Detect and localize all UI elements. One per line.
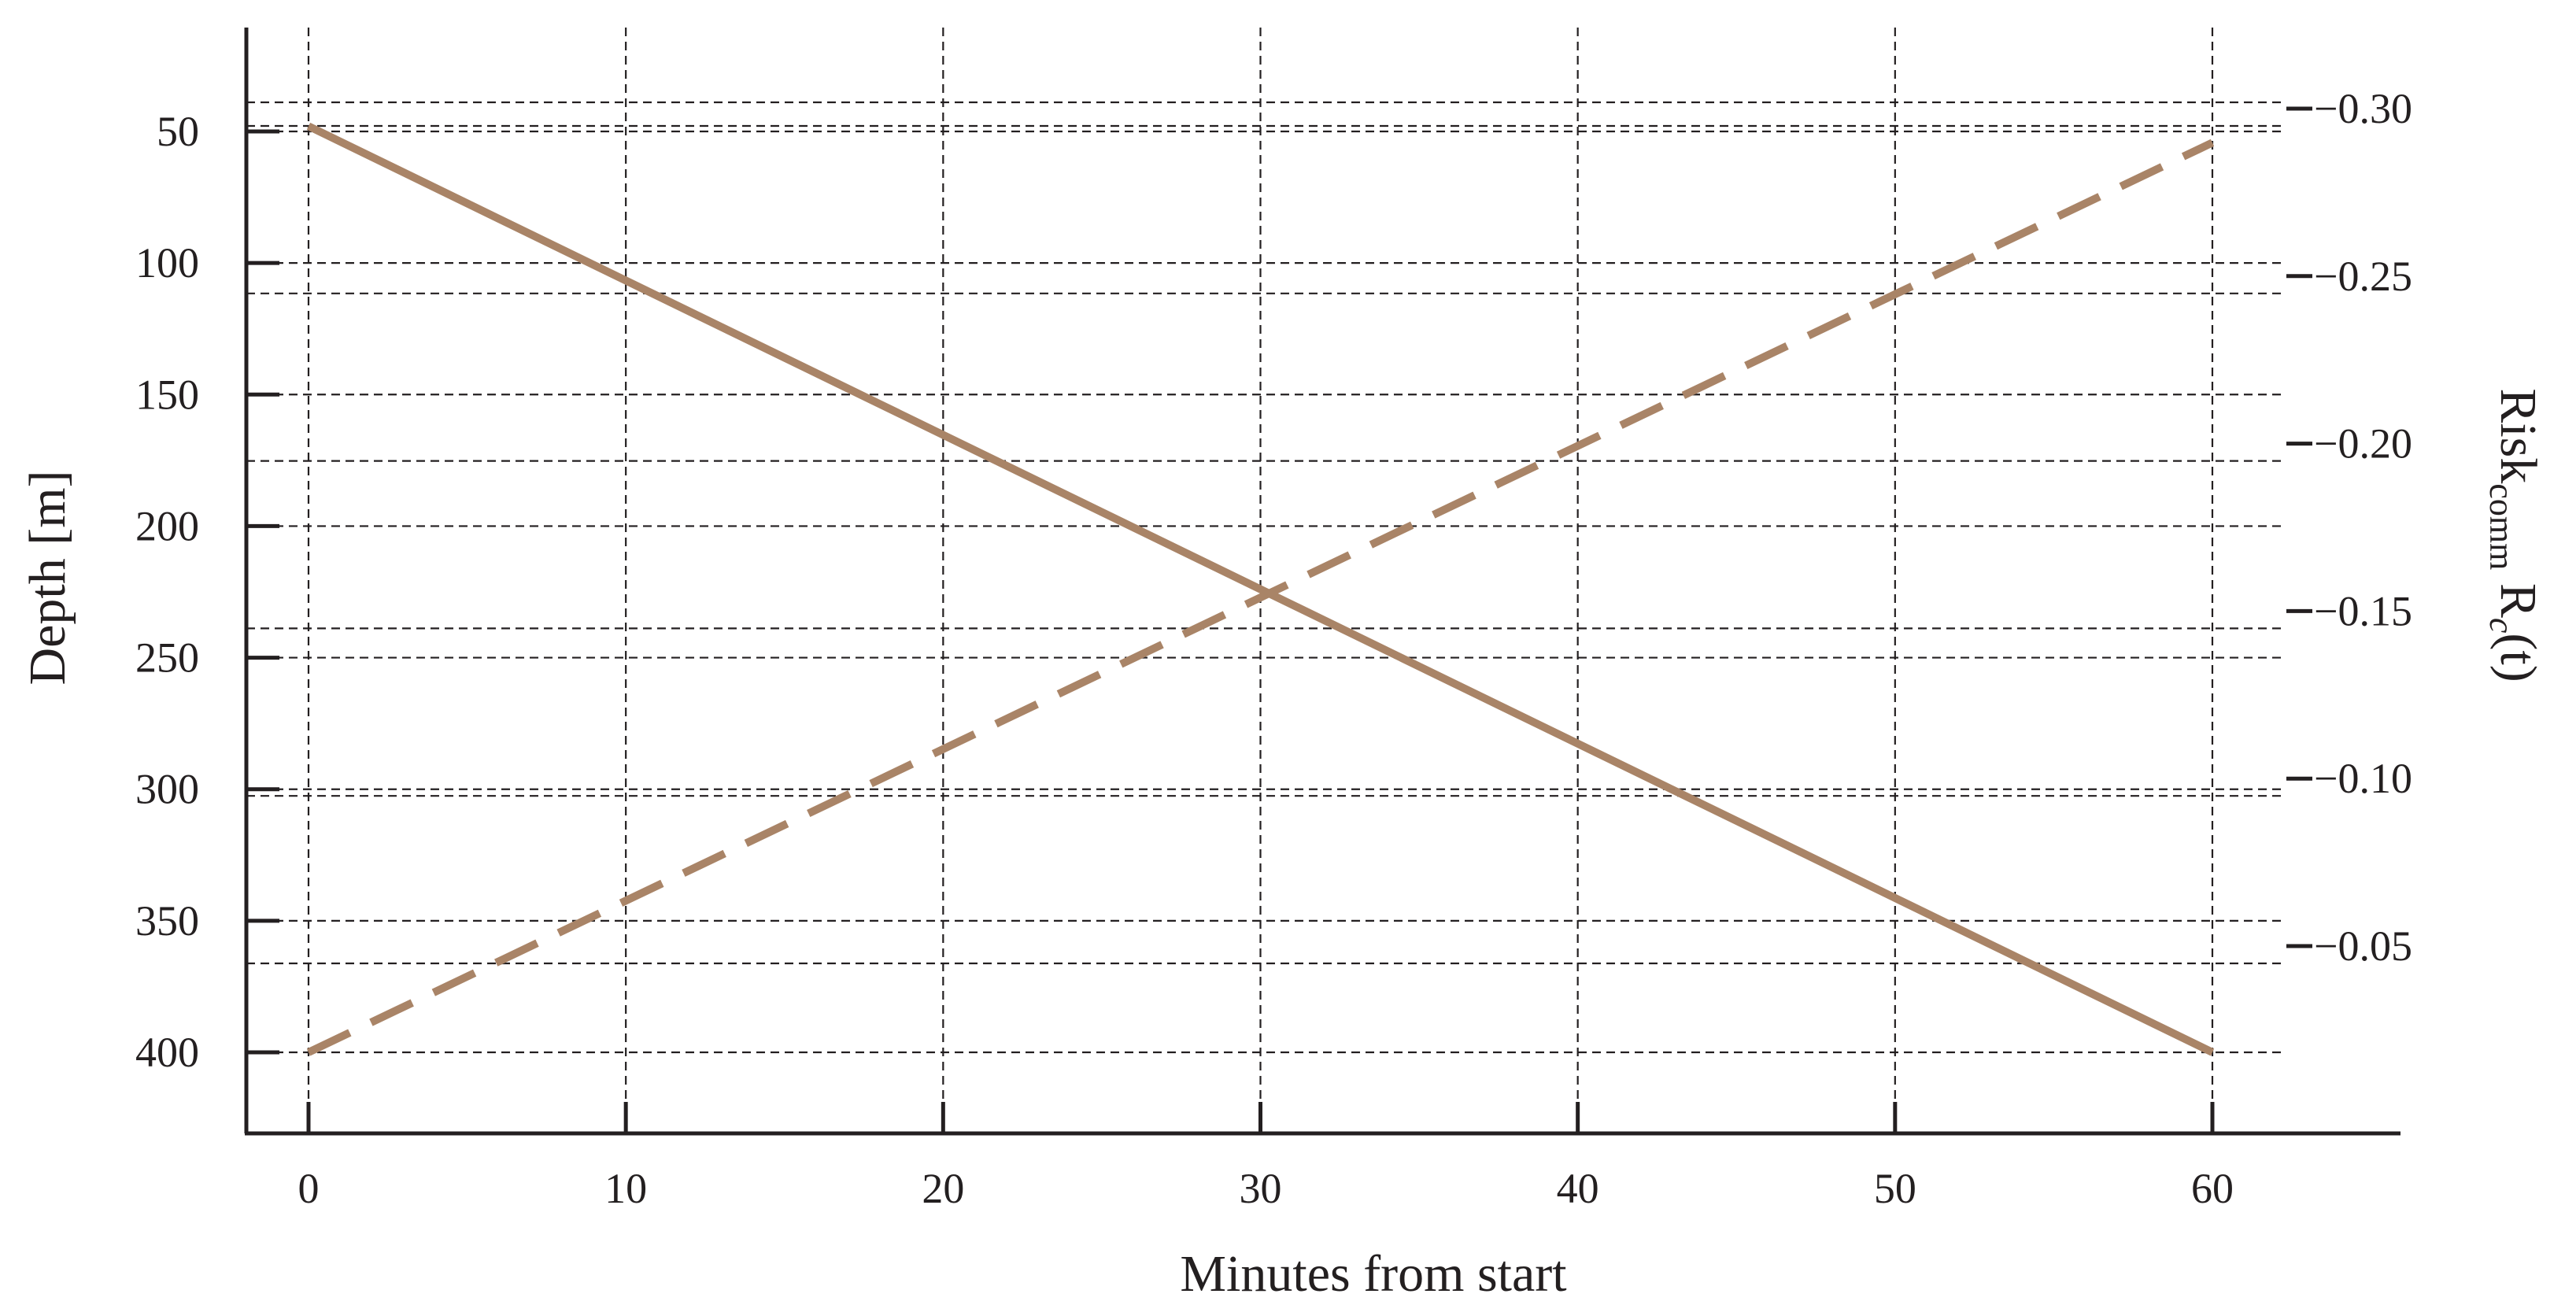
y-right-tick-label--0.15: −0.15: [2314, 587, 2412, 634]
y-right-title-tail-a: R: [2489, 570, 2547, 618]
axis-layer: [244, 28, 2400, 1136]
y-left-tick-label-400: 400: [135, 1029, 199, 1076]
y-left-tick-label-150: 150: [135, 371, 199, 418]
y-axis-right-title: Riskcomm Rc(t): [2482, 388, 2547, 682]
label-layer: 0 10 20 30 40 50 60 50 100 150 200 250 300 350 400 −0.3…: [135, 85, 2412, 1212]
y-right-tick-label--0.05: −0.05: [2314, 922, 2412, 970]
x-tick-label-10: 10: [604, 1165, 647, 1212]
x-axis-title: Minutes from start: [1180, 1245, 1566, 1303]
y-right-tick-label--0.1: −0.10: [2314, 755, 2412, 802]
y-left-tick-label-200: 200: [135, 502, 199, 549]
y-left-tick-label-250: 250: [135, 634, 199, 682]
y-right-title-tail-b: (t): [2489, 633, 2547, 682]
series-layer: [306, 122, 2215, 1056]
y-right-tick-label--0.2: −0.20: [2314, 420, 2412, 468]
y-left-tick-label-100: 100: [135, 239, 199, 286]
x-tick-label-30: 30: [1240, 1165, 1282, 1212]
x-tick-label-60: 60: [2191, 1165, 2234, 1212]
series-line-depth: [306, 122, 2215, 1056]
grid-layer: [246, 28, 2286, 1133]
y-left-tick-label-350: 350: [135, 897, 199, 944]
y-right-title-main: Risk: [2489, 388, 2547, 483]
y-right-tick-label--0.25: −0.25: [2314, 253, 2412, 300]
y-left-tick-label-300: 300: [135, 766, 199, 813]
x-tick-label-50: 50: [1874, 1165, 1916, 1212]
y-right-title-sub: comm: [2482, 483, 2521, 570]
x-tick-label-20: 20: [922, 1165, 964, 1212]
y-right-tick-label--0.3: −0.30: [2314, 85, 2412, 132]
y-left-tick-label-50: 50: [157, 108, 199, 155]
y-right-title-sub2: c: [2482, 618, 2521, 634]
y-axis-left-title: Depth [m]: [19, 470, 76, 685]
x-tick-label-40: 40: [1557, 1165, 1599, 1212]
x-tick-label-0: 0: [298, 1165, 320, 1212]
series-line-risk: [306, 139, 2215, 1056]
